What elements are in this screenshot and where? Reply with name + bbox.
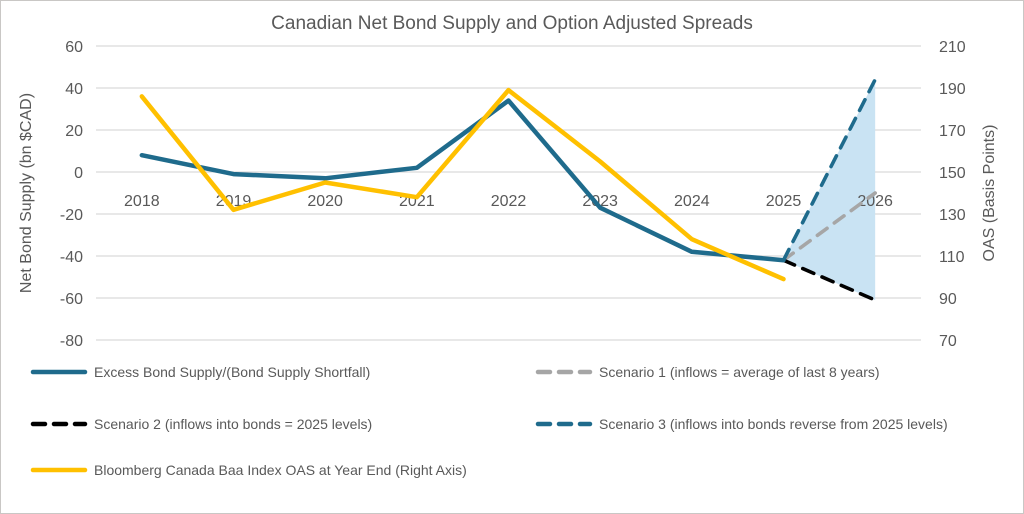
chart-title: Canadian Net Bond Supply and Option Adju… (271, 13, 753, 34)
series-line-4 (139, 87, 786, 282)
x-axis-tick-label: 2020 (307, 193, 343, 210)
series-line-2 (781, 258, 877, 302)
solid-line-icon (30, 369, 88, 375)
left-axis-tick-label: -80 (60, 333, 83, 350)
left-axis-tick-label: -20 (60, 207, 83, 224)
dashed-line-icon (535, 421, 593, 427)
right-axis-tick-label: 150 (939, 165, 966, 182)
legend-item-scenario-1: Scenario 1 (inflows = average of last 8 … (535, 364, 880, 380)
left-axis-tick-label: 0 (74, 165, 83, 182)
projection-shaded-area (783, 79, 876, 301)
right-axis-tick-label: 190 (939, 81, 966, 98)
right-axis-tick-label: 110 (939, 249, 965, 266)
left-axis-tick-label: -40 (60, 249, 83, 266)
legend-label-scenario-1: Scenario 1 (inflows = average of last 8 … (599, 364, 880, 380)
left-axis-tick-label: -60 (60, 291, 83, 308)
x-axis-tick-label: 2024 (674, 193, 710, 210)
legend-item-scenario-3: Scenario 3 (inflows into bonds reverse f… (535, 416, 948, 432)
legend-label-excess: Excess Bond Supply/(Bond Supply Shortfal… (94, 364, 371, 380)
x-axis-tick-label: 2025 (766, 193, 802, 210)
right-axis-tick-label: 210 (939, 39, 966, 56)
x-axis-tick-label: 2022 (491, 193, 527, 210)
dashed-line-icon (30, 421, 88, 427)
right-axis-tick-label: 90 (939, 291, 957, 308)
series-line-0 (139, 98, 786, 263)
x-axis-tick-label: 2018 (124, 193, 160, 210)
right-axis-tick-label: 130 (939, 207, 966, 224)
legend-label-bloomberg-oas: Bloomberg Canada Baa Index OAS at Year E… (94, 462, 467, 478)
x-axis-tick-label: 2026 (857, 193, 893, 210)
series-line-3 (781, 77, 877, 263)
dashed-line-icon (535, 369, 593, 375)
left-axis-tick-label: 40 (65, 81, 83, 98)
legend-item-excess-bond-supply: Excess Bond Supply/(Bond Supply Shortfal… (30, 364, 370, 380)
left-axis-tick-label: 20 (65, 123, 83, 140)
legend-label-scenario-2: Scenario 2 (inflows into bonds = 2025 le… (94, 416, 373, 432)
legend-label-scenario-3: Scenario 3 (inflows into bonds reverse f… (599, 416, 948, 432)
right-axis-tick-label: 170 (939, 123, 966, 140)
left-axis-tick-label: 60 (65, 39, 83, 56)
legend-item-scenario-2: Scenario 2 (inflows into bonds = 2025 le… (30, 416, 372, 432)
legend-item-bloomberg-oas: Bloomberg Canada Baa Index OAS at Year E… (30, 462, 467, 478)
solid-line-icon (30, 467, 88, 473)
series-line-1 (781, 191, 877, 263)
chart-plot-area: 60 210 40 190 20 170 0 150 -20 130 -40 110 -60 90 -80 7… (60, 39, 966, 350)
right-axis-tick-label: 70 (939, 333, 957, 350)
